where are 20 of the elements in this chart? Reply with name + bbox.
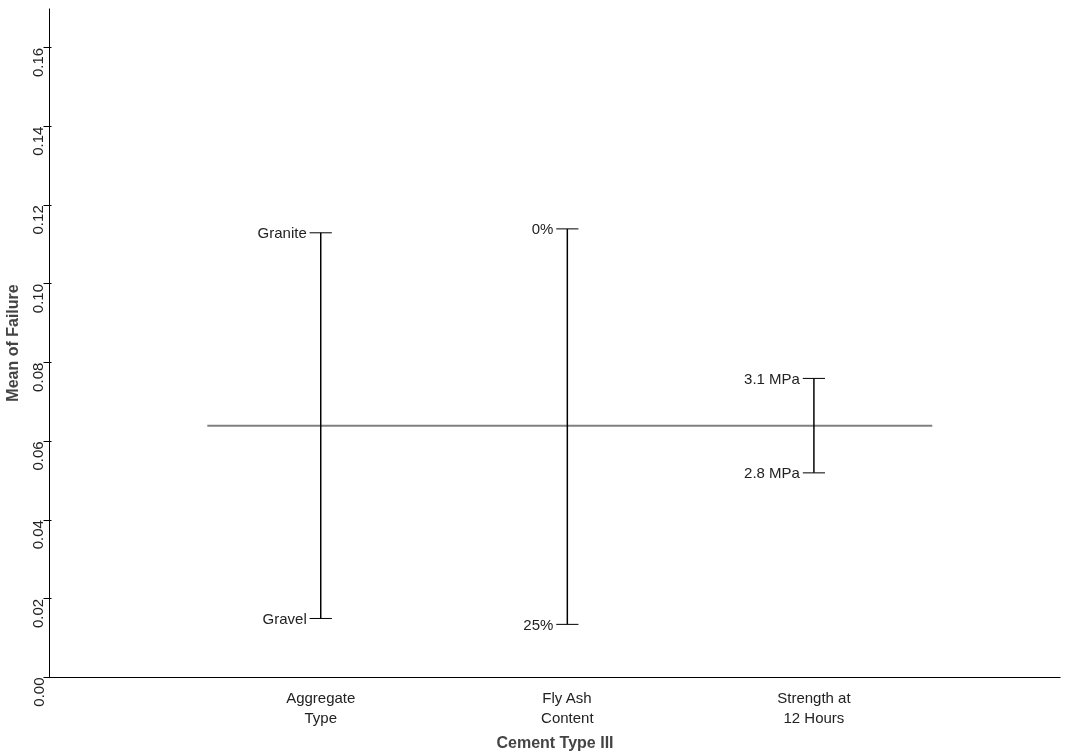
y-tick-label: 0.14 xyxy=(29,126,47,156)
y-tick-label: 0.02 xyxy=(29,598,47,628)
annotation: Granite xyxy=(257,224,307,242)
x-tick-label: Fly Ash Content xyxy=(541,688,595,726)
y-axis-title: Mean of Failure xyxy=(3,284,21,402)
y-tick-label: 0.08 xyxy=(29,362,47,392)
y-tick-label: 0.04 xyxy=(29,520,47,550)
y-tick-label: 0.10 xyxy=(29,283,47,314)
y-tick-label: 0.00 xyxy=(29,677,47,707)
annotation: 25% xyxy=(523,615,554,633)
y-tick-label: 0.06 xyxy=(29,441,47,471)
y-tick-label: 0.12 xyxy=(29,205,47,235)
x-tick-label: Strength at 12 Hours xyxy=(777,688,852,726)
annotation: 2.8 MPa xyxy=(744,464,801,482)
annotation: 0% xyxy=(531,220,554,238)
x-tick-label: Aggregate Type xyxy=(286,688,356,726)
x-axis-title: Cement Type III xyxy=(496,733,614,751)
annotation: Gravel xyxy=(262,609,307,627)
y-tick-label: 0.16 xyxy=(29,47,47,78)
annotation: 3.1 MPa xyxy=(744,369,801,387)
